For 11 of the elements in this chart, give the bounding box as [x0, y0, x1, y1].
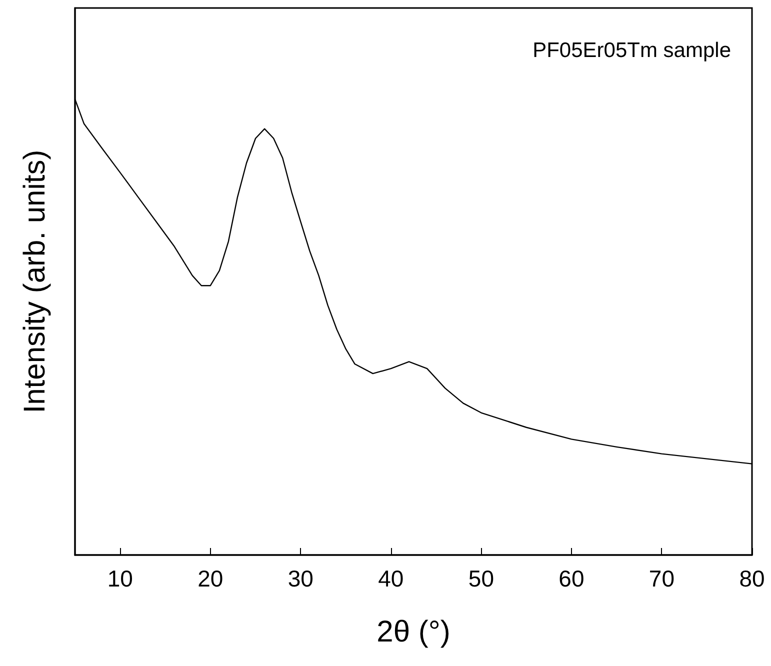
x-tick-label: 60 — [558, 566, 584, 592]
x-tick-label: 20 — [198, 566, 224, 592]
x-tick-label: 40 — [378, 566, 404, 592]
x-tick-label: 30 — [288, 566, 314, 592]
x-tick-label: 50 — [468, 566, 494, 592]
x-tick-label: 70 — [648, 566, 675, 592]
x-tick-label: 80 — [739, 566, 765, 592]
text: PF05Er05Tm sample — [532, 39, 732, 62]
x-axis-title: 2θ (°) — [376, 616, 450, 648]
y-axis-title: Intensity (arb. units) — [18, 150, 52, 414]
x-tick-label: 10 — [107, 566, 133, 592]
